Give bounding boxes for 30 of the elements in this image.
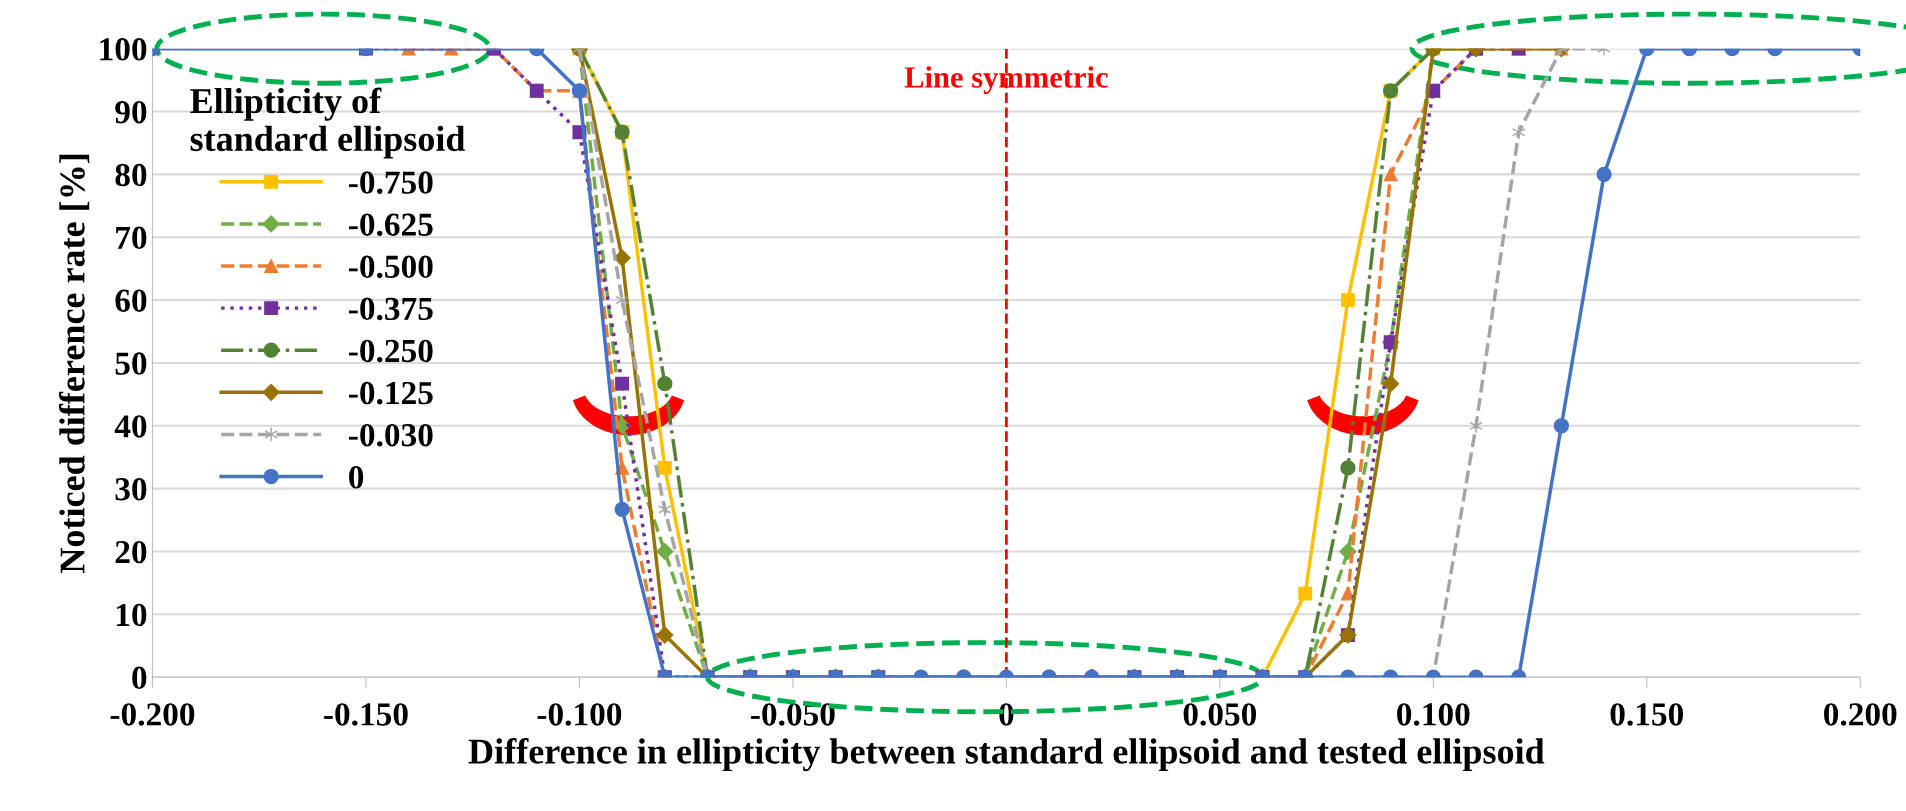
- y-tick-label: 20: [115, 540, 147, 564]
- legend-label: -0.030: [349, 423, 433, 447]
- ref-line-label: Line symmetric: [904, 66, 1108, 94]
- y-tick-label: 10: [116, 603, 147, 627]
- y-tick-label: 0: [132, 666, 147, 690]
- y-tick-label: 80: [115, 163, 147, 187]
- legend-title: Ellipticity of standard ellipsoid: [190, 87, 466, 159]
- legend-label: -0.250: [349, 339, 433, 363]
- y-tick-label: 70: [116, 226, 147, 250]
- legend-label: -0.750: [349, 171, 433, 194]
- x-tick-label: -0.150: [324, 703, 408, 726]
- x-tick-label: -0.100: [537, 703, 622, 726]
- legend-label: -0.500: [349, 255, 433, 279]
- x-tick-label: -0.200: [110, 703, 195, 726]
- legend-label: -0.125: [349, 381, 433, 405]
- y-tick-label: 60: [115, 289, 147, 312]
- legend-label: -0.625: [349, 213, 433, 237]
- x-tick-label: 0.050: [1183, 703, 1257, 726]
- y-axis-title: Noticed difference rate [%]: [58, 154, 90, 573]
- legend-label: 0: [349, 466, 364, 489]
- legend-label: -0.375: [349, 297, 433, 321]
- y-tick-label: 50: [115, 352, 147, 375]
- y-tick-label: 90: [115, 100, 147, 124]
- x-tick-label: 0.200: [1824, 703, 1897, 726]
- y-tick-label: 40: [114, 415, 147, 438]
- x-tick-label: 0.100: [1397, 703, 1470, 726]
- x-axis-title: Difference in ellipticity between standard ellipsoid and tested ellipsoid: [468, 737, 1545, 772]
- x-tick-label: 0.150: [1610, 703, 1684, 726]
- y-tick-label: 30: [115, 478, 147, 501]
- y-tick-label: 100: [100, 38, 147, 61]
